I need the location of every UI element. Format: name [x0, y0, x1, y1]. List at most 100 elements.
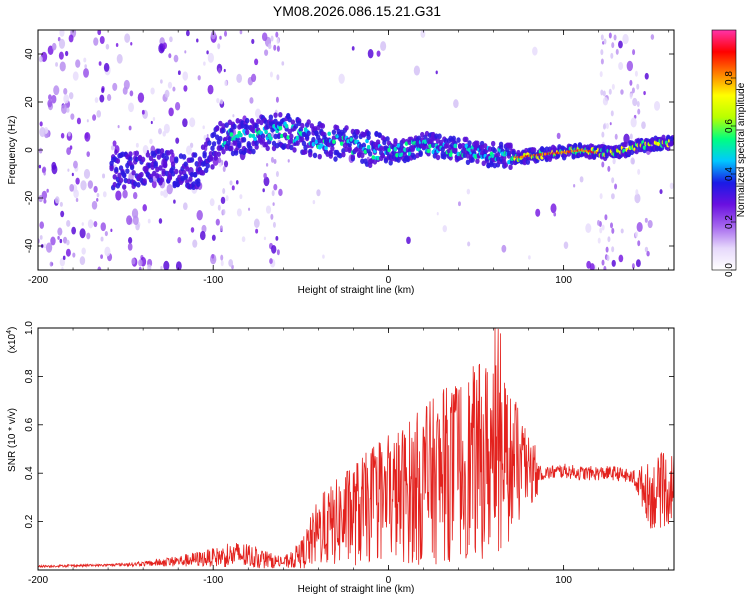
spectrogram-signal-point: [340, 141, 344, 146]
spectrogram-signal-point: [260, 137, 266, 144]
spectrogram-signal-point: [349, 137, 354, 142]
spectrogram-signal-point: [183, 161, 188, 167]
spectrogram-signal-point: [383, 157, 389, 164]
spectrogram-noise-point: [163, 260, 170, 270]
spectrogram-noise-point: [92, 114, 97, 121]
snr-series-line: [38, 328, 674, 569]
spectrogram-signal-point: [216, 151, 222, 157]
spectrogram-noise-point: [173, 199, 176, 204]
spectrogram-signal-point: [355, 129, 360, 135]
spectrogram-signal-point: [393, 146, 398, 152]
spectrogram-noise-point: [168, 53, 172, 59]
spectrogram-noise-point: [142, 204, 147, 212]
spectrogram-signal-point: [382, 139, 387, 146]
spectrogram-noise-point: [70, 113, 75, 120]
spectrogram-signal-point: [434, 133, 439, 140]
spectrogram-signal-point: [192, 152, 198, 158]
spectrogram-noise-point: [632, 97, 638, 107]
spectrogram-signal-point: [623, 141, 628, 148]
spectrogram-noise-point: [97, 30, 102, 36]
spectrogram-noise-point: [106, 94, 112, 101]
spectrogram-signal-point: [311, 136, 316, 143]
spectrogram-noise-point: [271, 190, 275, 197]
spectrogram-noise-point: [162, 42, 167, 50]
spectrogram-signal-point: [509, 159, 515, 166]
spectrogram-noise-point: [72, 71, 79, 81]
spectrogram-noise-point: [83, 168, 91, 179]
spectrogram-noise-point: [93, 220, 98, 228]
spectrogram-noise-point: [650, 34, 655, 40]
spectrogram-signal-point: [380, 152, 386, 159]
spectrogram-heatmap: [38, 30, 674, 270]
spectrogram-noise-point: [275, 31, 279, 38]
spectrogram-noise-point: [68, 92, 74, 100]
spectrogram-noise-point: [610, 52, 614, 59]
spectrogram-noise-point: [573, 183, 576, 188]
spectrogram-noise-point: [104, 246, 111, 257]
spectrogram-signal-point: [251, 148, 256, 155]
snr-ytick-label: 0.4: [24, 466, 35, 480]
spectrogram-noise-point: [131, 257, 136, 265]
spectrogram-noise-point: [248, 207, 251, 211]
spectrogram-noise-point: [127, 243, 133, 251]
spectrogram-noise-point: [659, 189, 663, 195]
spectrogram-signal-point: [306, 119, 311, 125]
spectrogram-noise-point: [608, 32, 612, 39]
spectrogram-noise-point: [66, 147, 72, 156]
spectrogram-noise-point: [608, 88, 612, 95]
spectrogram-noise-point: [186, 145, 192, 155]
spectrogram-noise-point: [629, 92, 633, 99]
spectrogram-signal-point: [249, 118, 255, 124]
snr-ytick-label: 0.8: [24, 369, 35, 383]
spectrogram-signal-point: [246, 141, 251, 147]
spectrogram-noise-point: [81, 247, 86, 255]
spectrogram-noise-point: [96, 110, 102, 118]
spectrogram-signal-point: [118, 177, 124, 184]
spectrogram-noise-point: [172, 86, 176, 92]
spectrogram-signal-point: [470, 157, 475, 163]
spectrogram-noise-point: [600, 89, 604, 96]
spectrogram-noise-point: [218, 67, 222, 74]
spectrogram-signal-point: [221, 148, 226, 155]
spectrogram-noise-point: [270, 213, 274, 220]
spectrogram-signal-point: [371, 155, 376, 160]
spectrogram-noise-point: [65, 248, 71, 257]
spectrogram-noise-point: [197, 75, 201, 81]
spectrogram-noise-point: [262, 188, 265, 193]
spectrogram-noise-point: [110, 228, 113, 232]
spectrogram-signal-point: [399, 152, 404, 157]
spectrogram-noise-point: [73, 160, 78, 169]
spectrogram-signal-point: [115, 158, 121, 164]
spectrogram-signal-point: [122, 184, 127, 190]
spectrogram-noise-point: [263, 236, 267, 241]
spectrogram-noise-point: [636, 222, 643, 233]
spectrogram-signal-point: [202, 152, 207, 159]
spectrogram-signal-point: [508, 164, 513, 171]
spectrogram-noise-point: [231, 185, 235, 191]
spectrogram-signal-point: [244, 117, 250, 124]
spectrogram-noise-point: [49, 261, 53, 267]
spectrogram-signal-point: [117, 172, 122, 179]
spectrogram-noise-point: [263, 176, 270, 187]
spectrogram-noise-point: [215, 218, 220, 226]
spectrogram-noise-point: [168, 107, 174, 117]
spectrogram-noise-point: [163, 123, 170, 134]
spectrogram-noise-point: [612, 157, 616, 164]
spectrogram-noise-point: [611, 177, 615, 184]
spectrogram-noise-point: [39, 221, 45, 229]
spectrogram-signal-point: [254, 123, 259, 129]
spectrogram-noise-point: [630, 117, 637, 128]
spectrogram-noise-point: [611, 42, 615, 49]
spectrogram-noise-point: [103, 62, 110, 72]
spectrogram-signal-point: [376, 155, 380, 161]
spectrogram-noise-point: [175, 261, 182, 270]
spectrogram-noise-point: [196, 210, 203, 221]
spectrogram-noise-point: [228, 259, 234, 267]
spectrogram-noise-point: [138, 266, 142, 270]
spectrogram-noise-point: [607, 236, 611, 243]
spectrogram-noise-point: [150, 120, 153, 125]
spectrogram-noise-point: [601, 224, 605, 231]
spectrogram-noise-point: [93, 185, 98, 193]
spectrogram-signal-point: [169, 149, 174, 155]
spectrogram-noise-point: [636, 101, 640, 108]
